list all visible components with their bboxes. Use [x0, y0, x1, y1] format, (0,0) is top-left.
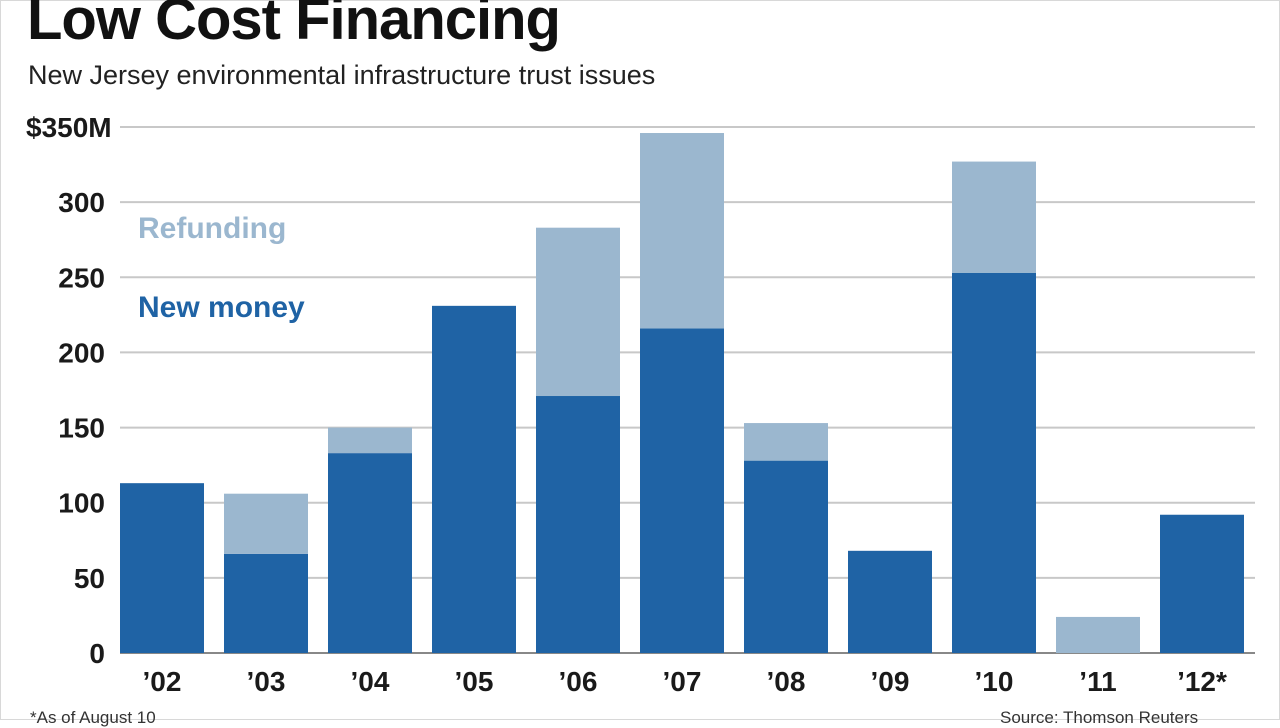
x-tick-label: ’09	[871, 666, 910, 697]
bar-new-money	[744, 460, 828, 653]
bar-new-money	[536, 396, 620, 653]
bar-new-money	[328, 453, 412, 653]
legend: Refunding New money	[138, 212, 305, 324]
legend-new-money: New money	[138, 291, 305, 324]
y-tick-label: $350M	[26, 112, 112, 143]
x-tick-label: ’02	[143, 666, 182, 697]
legend-refunding: Refunding	[138, 212, 286, 245]
bar-refunding	[224, 493, 308, 554]
y-tick-label: 0	[89, 638, 105, 669]
y-tick-label: 50	[74, 563, 105, 594]
bar-refunding	[640, 133, 724, 329]
x-tick-label: ’12*	[1177, 666, 1227, 697]
bar-new-money	[1160, 514, 1244, 653]
y-axis-ticks: 0 50 100 150 200 250 300 $350M	[26, 112, 112, 669]
footnote: *As of August 10	[30, 708, 156, 727]
bar-new-money	[432, 305, 516, 653]
x-tick-label: ’10	[975, 666, 1014, 697]
x-tick-label: ’04	[351, 666, 390, 697]
x-tick-label: ’06	[559, 666, 598, 697]
y-tick-label: 200	[58, 337, 105, 368]
bar-new-money	[848, 550, 932, 653]
bar-refunding	[536, 227, 620, 397]
x-tick-label: ’03	[247, 666, 286, 697]
x-tick-label: ’07	[663, 666, 702, 697]
y-tick-label: 300	[58, 187, 105, 218]
bar-refunding	[744, 423, 828, 461]
y-tick-label: 100	[58, 488, 105, 519]
bar-refunding	[1056, 616, 1140, 653]
x-tick-label: ’11	[1079, 666, 1116, 697]
bar-new-money	[640, 328, 724, 653]
bar-new-money	[224, 553, 308, 653]
bar-new-money	[952, 272, 1036, 653]
y-tick-label: 150	[58, 413, 105, 444]
bars	[120, 133, 1244, 653]
bar-refunding	[952, 161, 1036, 273]
x-tick-label: ’05	[455, 666, 494, 697]
chart-subtitle: New Jersey environmental infrastructure …	[28, 60, 656, 90]
bar-new-money	[120, 483, 204, 653]
x-tick-label: ’08	[767, 666, 806, 697]
source-note: Source: Thomson Reuters	[1000, 708, 1199, 727]
chart-title: Low Cost Financing	[27, 0, 561, 52]
x-axis-ticks: ’02 ’03 ’04 ’05 ’06 ’07 ’08 ’09 ’10 ’11 ’12*	[143, 666, 1227, 697]
bar-refunding	[328, 427, 412, 454]
y-tick-label: 250	[58, 262, 105, 293]
